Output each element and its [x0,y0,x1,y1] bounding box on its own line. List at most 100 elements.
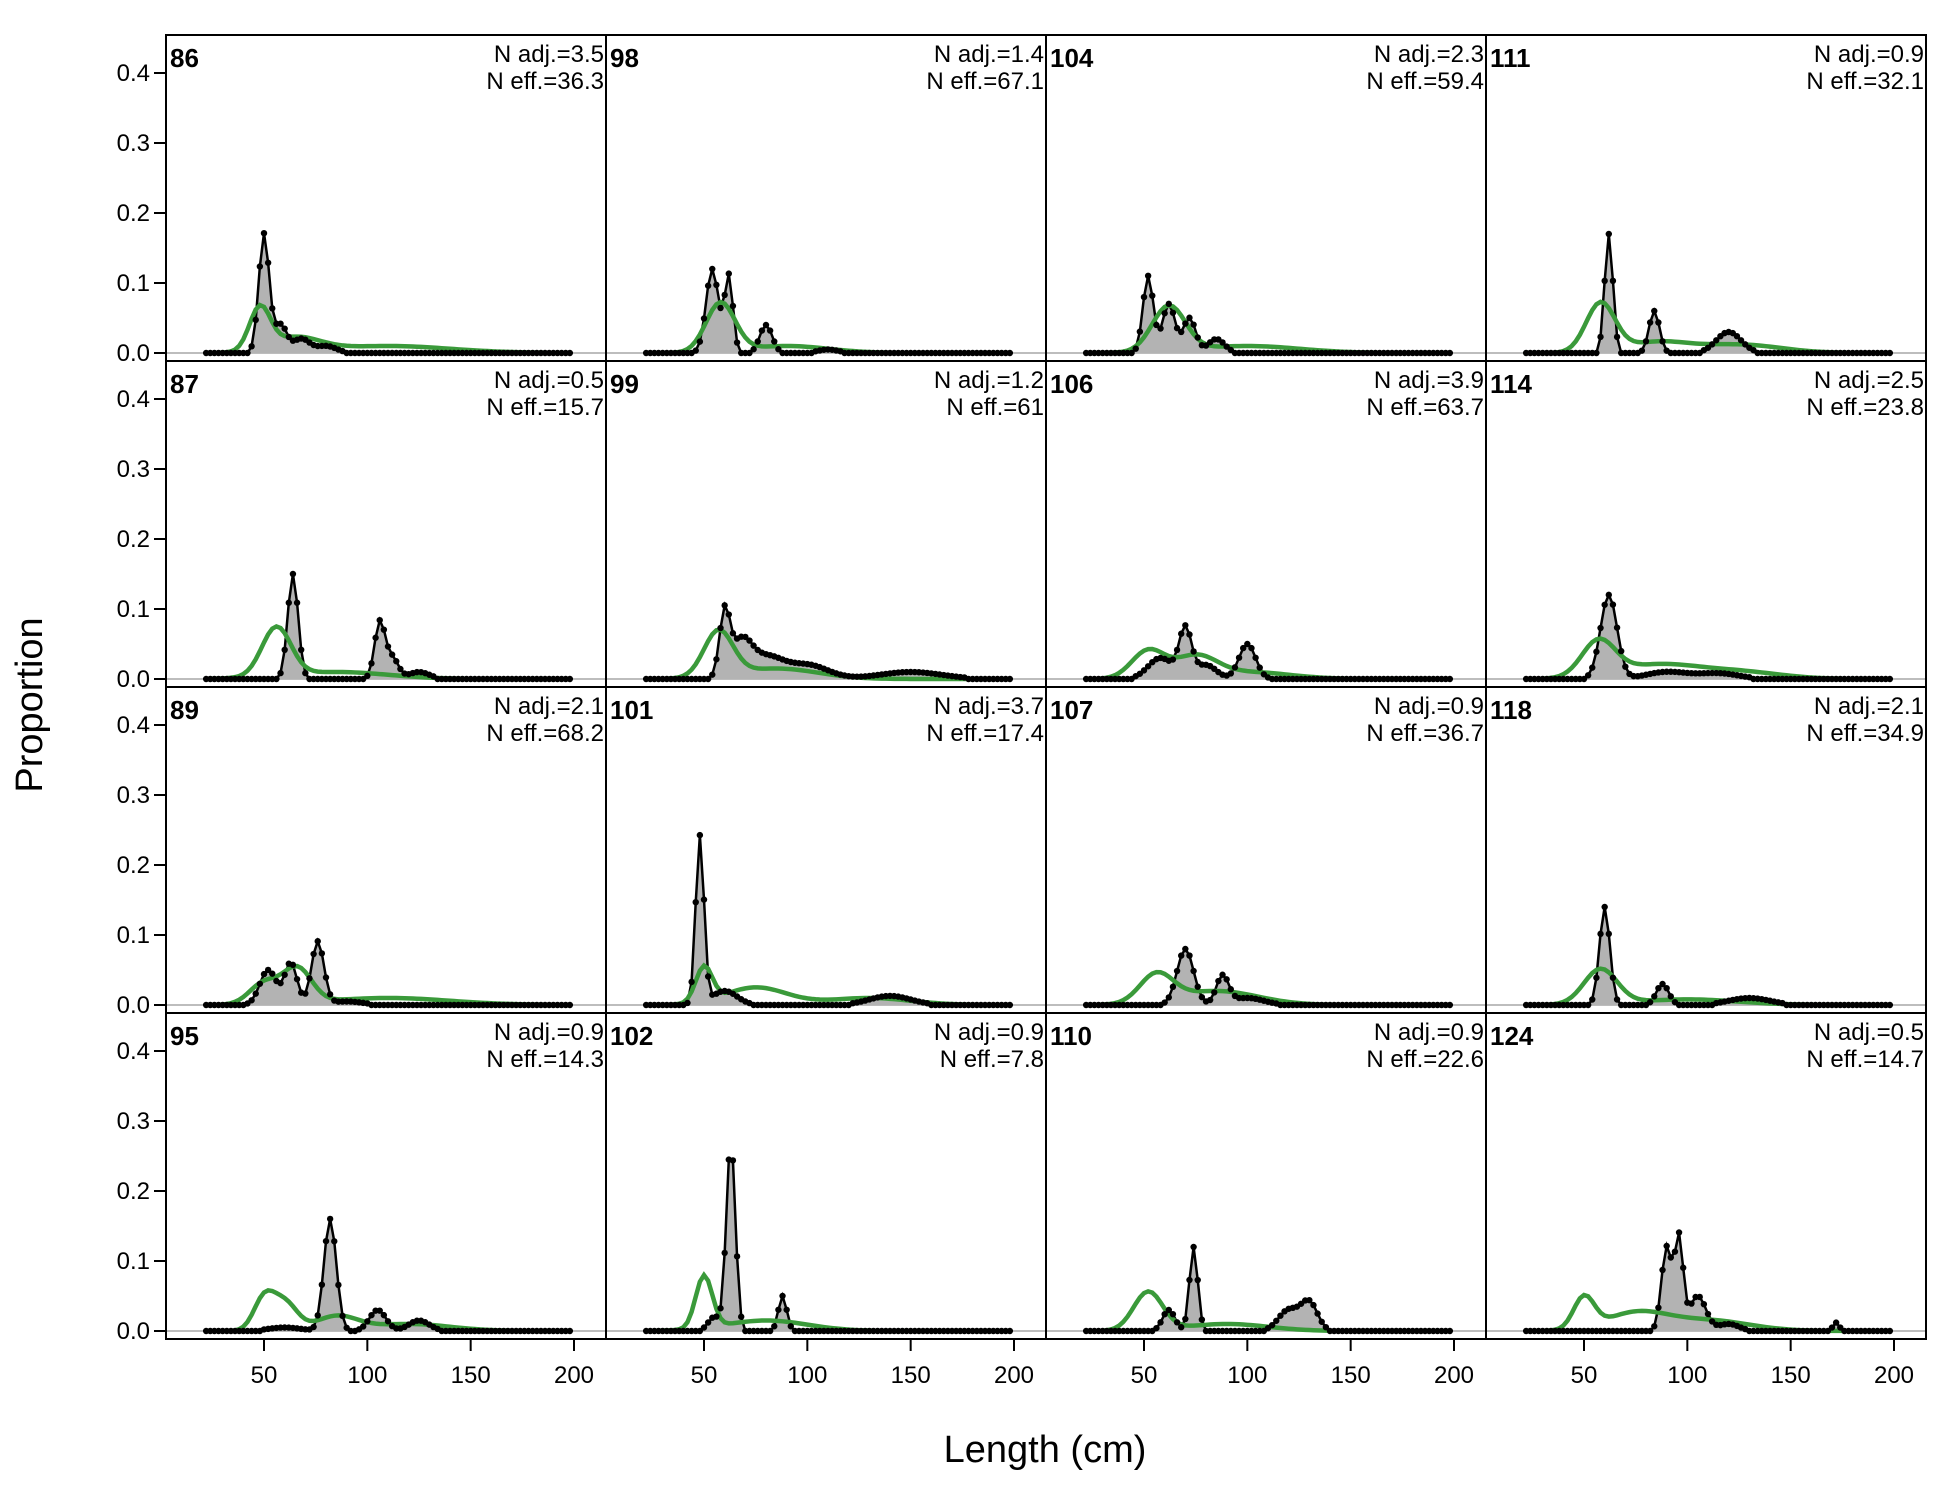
observed-point [566,675,574,683]
observed-point [397,665,404,673]
x-tick-label: 150 [1771,1362,1811,1389]
observed-point [1252,654,1259,661]
y-tick-label: 0.1 [117,1248,150,1275]
x-tick-label: 50 [691,1362,718,1389]
observed-point [1190,321,1197,328]
observed-point [1136,328,1144,335]
n-eff-label: N eff.=36.3 [486,68,604,95]
observed-point [1306,1296,1313,1304]
observed-point [704,675,712,683]
observed-point [1704,1310,1712,1318]
observed-point [1215,977,1222,985]
x-tick-label: 50 [1571,1362,1598,1389]
observed-point [754,338,761,345]
n-adj-label: N adj.=0.9 [934,1019,1044,1046]
observed-point [733,1253,741,1260]
panel-114: 114 N adj.=2.5N eff.=23.8 [1485,360,1927,688]
y-tick-label: 0.3 [117,1108,150,1135]
observed-point [310,1323,317,1331]
observed-area [646,268,1010,353]
observed-point [1886,349,1894,357]
observed-point [709,265,716,273]
panel-118: 118 N adj.=2.1N eff.=34.9 [1485,686,1927,1014]
observed-point [1671,1248,1679,1255]
observed-point [766,1327,774,1335]
y-tick-label: 0.4 [117,386,150,413]
observed-point [1737,337,1745,344]
observed-point [1832,1319,1840,1326]
observed-point [1700,1300,1708,1308]
n-eff-label: N eff.=23.8 [1806,394,1924,421]
observed-point [380,1311,388,1319]
observed-point [1642,338,1650,345]
panel-label: 107 [1050,695,1093,725]
observed-point [1318,1318,1325,1325]
x-tick-label: 200 [1434,1362,1474,1389]
observed-area [1526,594,1890,679]
panel-label: 111 [1490,43,1531,73]
observed-point [1165,1306,1173,1314]
observed-point [384,1318,392,1325]
observed-point [729,1157,737,1164]
x-tick-label: 150 [451,1362,491,1389]
observed-point [1186,314,1193,321]
observed-point [264,259,272,266]
y-tick-label: 0.0 [117,340,150,367]
panel-111: 111 N adj.=0.9N eff.=32.1 [1485,34,1927,362]
observed-point [1128,349,1135,357]
observed-point [713,281,720,289]
observed-point [1601,903,1608,911]
observed-point [1153,1324,1160,1332]
observed-point [331,1238,338,1245]
n-adj-label: N adj.=3.5 [494,41,604,68]
observed-point [742,633,749,641]
x-tick-label: 100 [347,1362,387,1389]
observed-point [709,671,716,678]
observed-point [704,1319,712,1326]
observed-point [1886,1327,1894,1335]
observed-point [1178,630,1185,637]
observed-point [1006,349,1014,357]
observed-point [285,599,292,606]
observed-point [1659,338,1666,345]
observed-point [376,616,383,624]
observed-point [1713,337,1720,344]
observed-point [1314,1310,1321,1317]
observed-point [700,896,708,903]
observed-point [738,1313,745,1320]
observed-point [1173,324,1181,332]
panel-87: 87 N adj.=0.5N eff.=15.7 [165,360,607,688]
observed-point [1006,675,1014,683]
observed-point [384,643,392,650]
observed-point [393,658,400,665]
observed-point [1618,647,1625,655]
n-eff-label: N eff.=32.1 [1806,68,1924,95]
observed-point [260,229,268,237]
x-tick-label: 100 [1227,1362,1267,1389]
observed-point [1613,333,1621,341]
observed-point [725,611,732,618]
observed-point [302,669,309,677]
observed-point [1157,1319,1164,1326]
observed-point [277,669,284,677]
observed-point [1322,1323,1330,1331]
observed-point [1609,601,1617,608]
observed-point [1198,993,1206,1001]
observed-area [646,1159,1010,1331]
observed-area [1086,948,1450,1005]
panel-99: 99 N adj.=1.2N eff.=61 [605,360,1047,688]
observed-point [289,961,297,969]
observed-point [306,975,313,982]
observed-point [285,333,292,341]
observed-point [692,347,699,354]
x-tick-label: 200 [554,1362,594,1389]
panel-110: 110 N adj.=0.9N eff.=22.6 [1045,1012,1487,1340]
observed-point [1256,664,1263,671]
observed-point [281,646,288,654]
x-tick-label: 50 [1131,1362,1158,1389]
observed-point [1655,1304,1662,1311]
observed-point [364,672,371,680]
observed-point [1663,1242,1670,1250]
observed-point [721,1249,728,1257]
observed-point [1597,333,1604,341]
